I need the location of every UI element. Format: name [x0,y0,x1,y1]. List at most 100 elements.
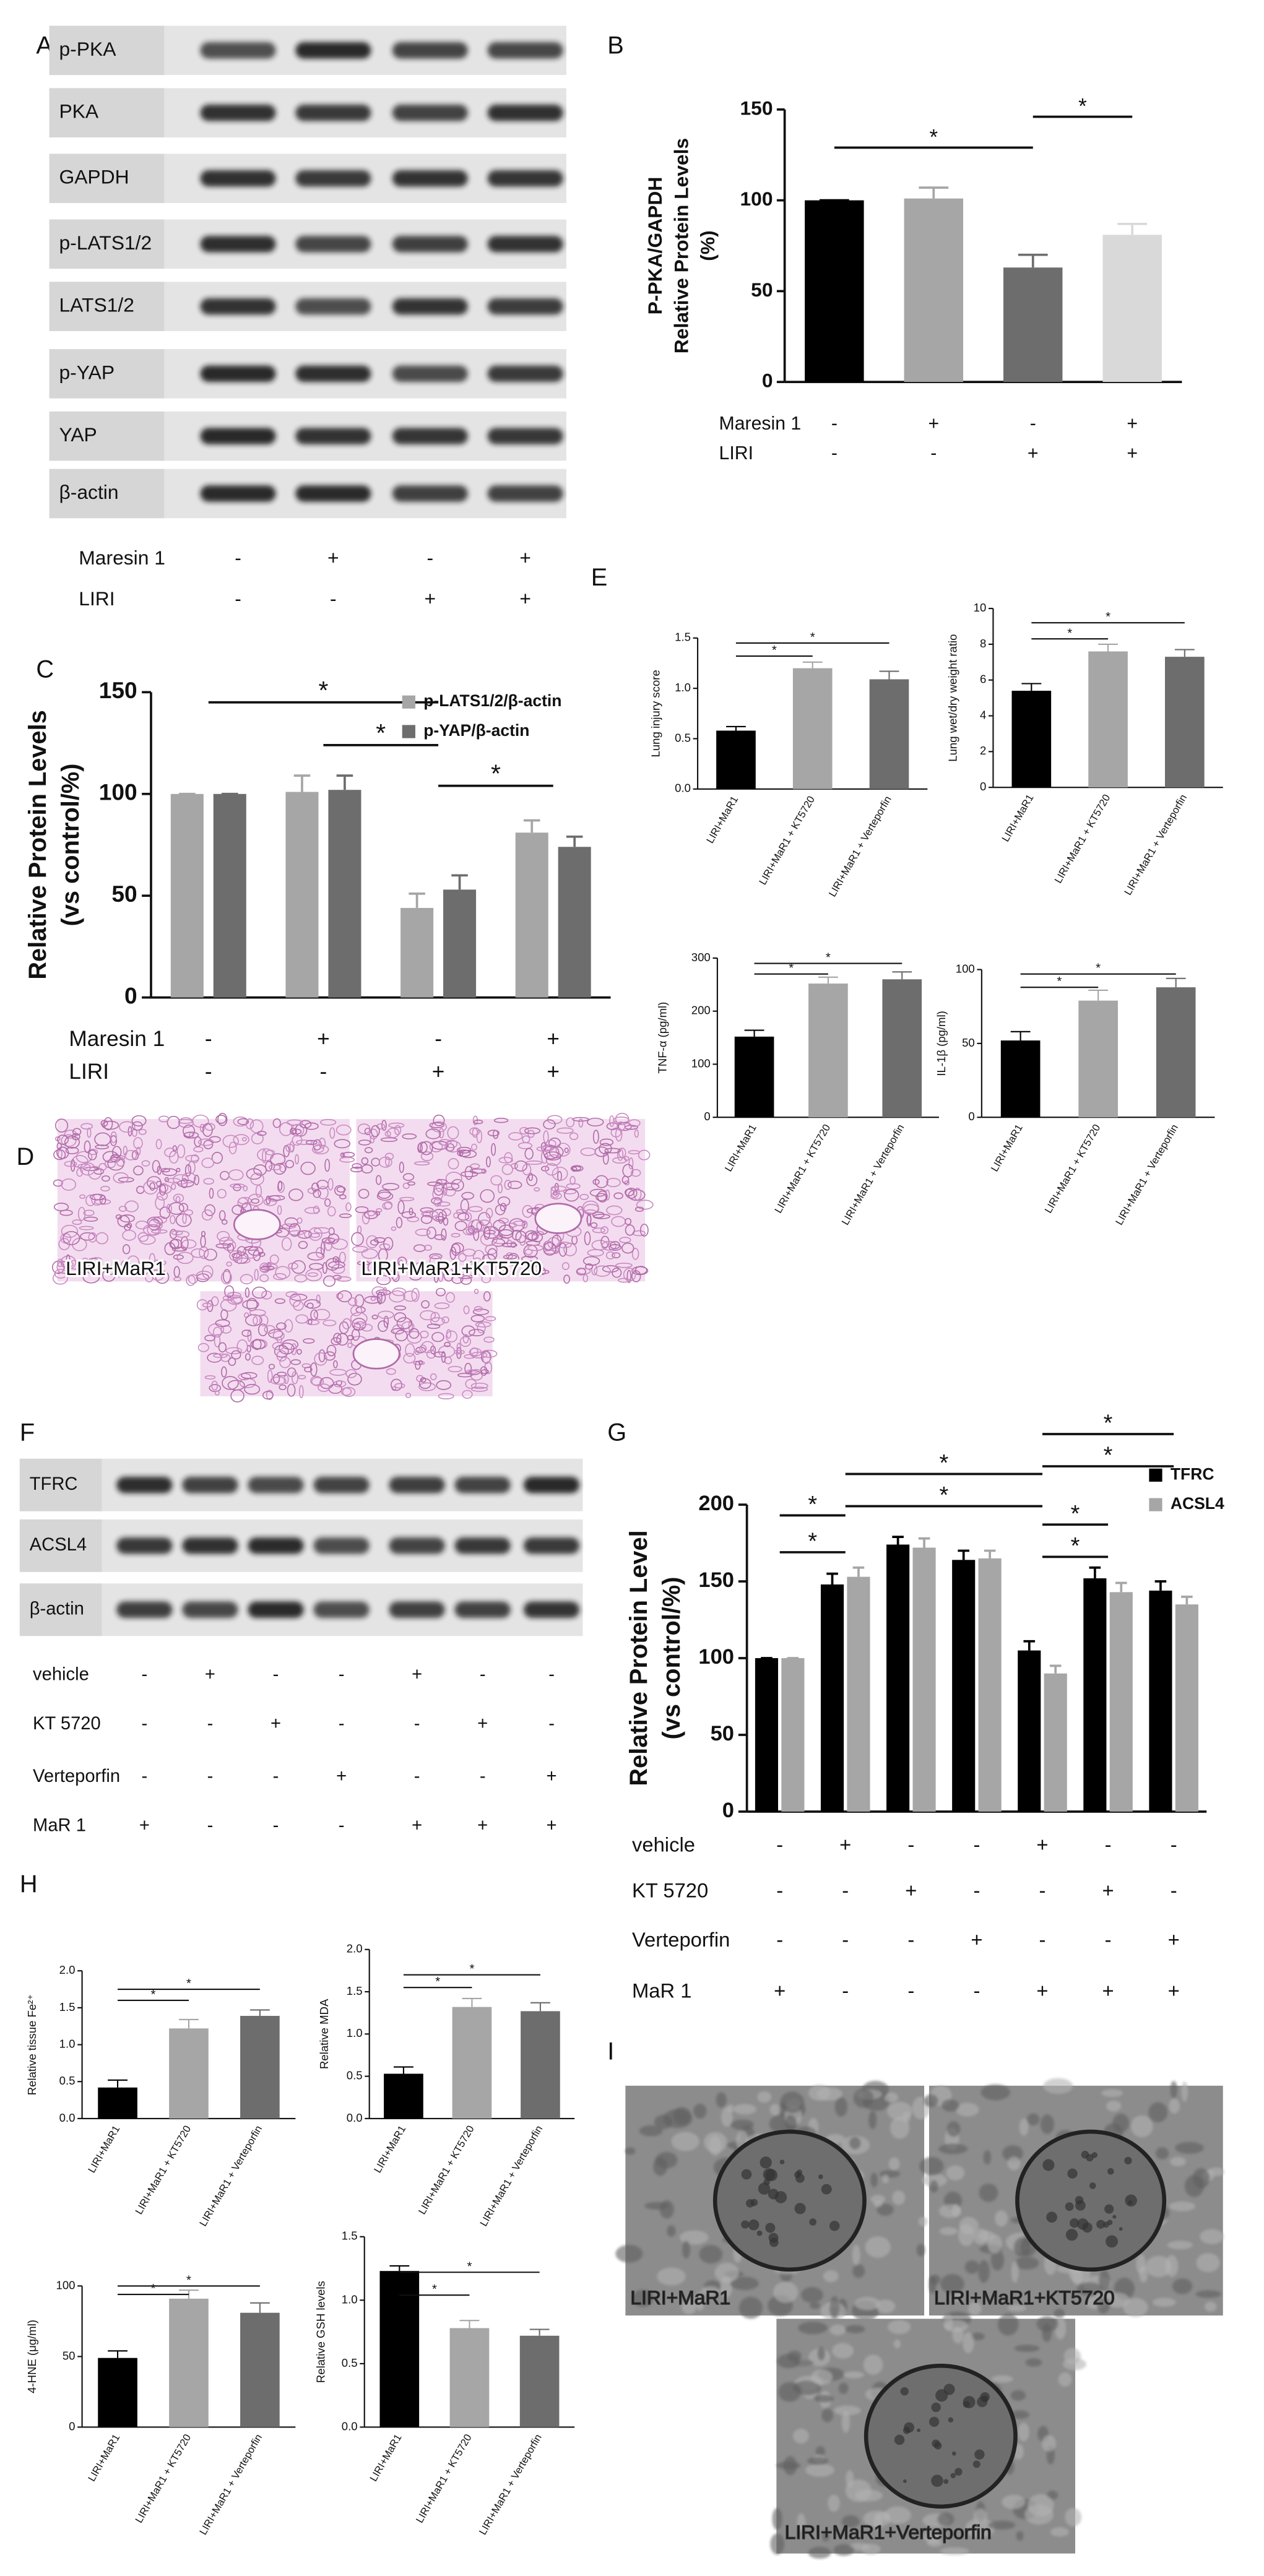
significance-label: * [929,125,938,149]
tissue-texture [382,1202,392,1210]
y-tick-label: 0 [704,1110,710,1123]
tissue-texture [318,1138,326,1149]
tissue-texture [143,1180,158,1195]
cell-texture [693,2104,707,2119]
chromatin [931,2474,943,2487]
tissue-texture [151,1229,168,1234]
chromatin [758,2182,771,2195]
tissue-texture [79,1194,86,1199]
condition-sign: - [831,443,838,464]
condition-name: Verteporfin [33,1766,120,1786]
bar [734,1036,774,1118]
cell-texture [1010,2410,1029,2419]
tissue-texture [451,1178,464,1191]
blot-band [295,298,371,315]
cell-texture [1175,2142,1204,2154]
error-bar [336,774,353,790]
condition-sign: + [1127,443,1138,464]
tissue-texture [429,1255,442,1268]
cell-texture [846,2325,865,2333]
tissue-texture [612,1267,622,1278]
condition-sign: - [907,1833,914,1856]
tissue-texture [61,1134,77,1147]
tissue-texture [211,1380,219,1391]
tissue-texture [157,1191,168,1201]
bar [886,1544,910,1812]
condition-sign: + [1127,413,1138,434]
tissue-texture [483,1336,495,1343]
tissue-texture [395,1329,408,1342]
chromatin [1119,2227,1123,2231]
tissue-texture [245,1287,250,1298]
tissue-texture [286,1119,303,1126]
condition-sign: - [973,1879,980,1902]
tissue-texture [436,1287,446,1297]
tissue-texture [384,1131,391,1137]
tissue-texture [295,1139,313,1145]
y-axis-label: Relative Protein Levels [670,138,693,353]
tissue-texture [133,1137,143,1149]
tissue-texture [213,1326,222,1338]
cell-texture [953,2291,962,2302]
tissue-texture [77,1206,86,1221]
tissue-texture [155,1196,165,1210]
tissue-texture [469,1127,480,1136]
tissue-texture [367,1211,375,1217]
tissue-texture [597,1190,608,1203]
tissue-texture [459,1336,471,1347]
tissue-texture [348,1297,358,1306]
tissue-texture [119,1121,136,1133]
cell-texture [861,2543,881,2555]
tissue-texture [534,1187,540,1192]
chromatin [1065,2202,1074,2211]
chromatin [765,2223,776,2233]
tissue-texture [86,1258,101,1269]
tissue-texture [447,1126,459,1139]
condition-sign: + [839,1833,851,1856]
tissue-texture [84,1140,91,1153]
tissue-texture [473,1228,480,1241]
tissue-texture [426,1226,436,1239]
tissue-texture [413,1244,426,1252]
tissue-texture [580,1148,596,1156]
chromatin [963,2396,976,2409]
cell-texture [1200,2229,1224,2244]
tissue-texture [131,1121,143,1131]
tissue-texture [528,1172,534,1182]
cell-texture [888,2157,900,2171]
error-bar [1021,683,1042,691]
tissue-texture [578,1118,584,1128]
tissue-texture [521,1221,528,1229]
tissue-texture [318,1186,329,1199]
tissue-texture [80,1232,95,1241]
tissue-texture [470,1368,483,1381]
tissue-texture [444,1341,451,1347]
cell-texture [673,2107,691,2125]
cell-texture [991,2375,1013,2383]
tissue-texture [303,1338,315,1344]
y-tick-label: 2 [980,744,986,757]
condition-sign: - [339,1816,345,1836]
condition-sign: - [842,1928,849,1951]
legend-swatch [1149,1468,1162,1482]
tissue-texture [83,1209,95,1216]
blot-band [487,485,563,502]
tissue-texture [444,1186,456,1197]
tissue-texture [76,1168,83,1177]
tissue-texture [433,1351,446,1358]
bar [952,1560,976,1812]
chromatin [779,2159,785,2164]
tissue-texture [183,1124,195,1138]
tissue-texture [594,1175,608,1188]
tissue-texture [569,1132,579,1141]
bar [882,979,922,1118]
condition-sign: - [480,1665,486,1685]
y-axis-label: Relative tissue Fe²⁺ [25,1994,38,2095]
tissue-texture [515,1230,527,1243]
tissue-texture [173,1193,184,1203]
cell-texture [757,2091,772,2103]
tissue-texture [270,1377,287,1385]
micrograph [57,1118,350,1282]
condition-name: Verteporfin [632,1928,730,1951]
